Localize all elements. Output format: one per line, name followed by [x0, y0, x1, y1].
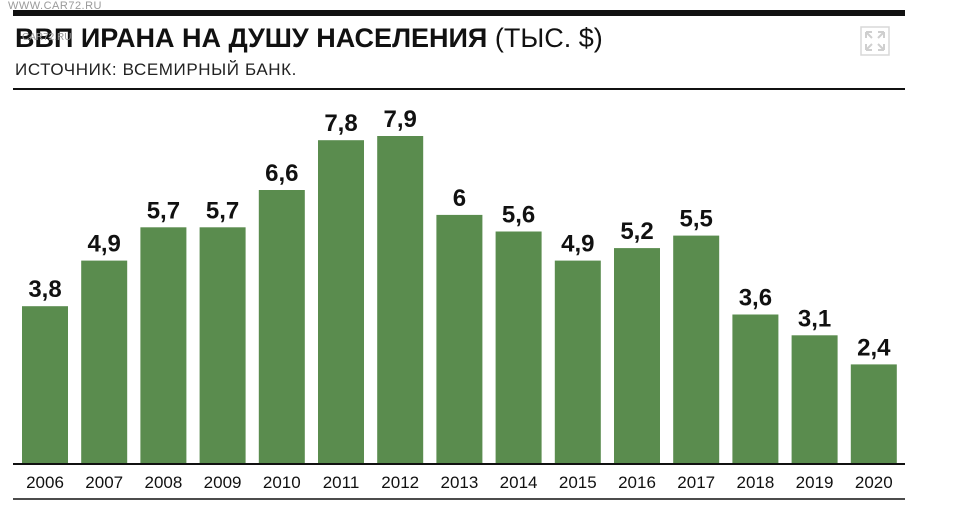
bar-2013 — [436, 214, 483, 464]
bar-2009 — [199, 227, 246, 464]
value-label-2014: 5,6 — [502, 202, 535, 229]
value-label-2015: 4,9 — [561, 231, 594, 258]
header-rule — [13, 88, 905, 90]
bar-2012 — [377, 136, 424, 464]
expand-arrows-icon[interactable] — [860, 26, 890, 56]
value-label-2007: 4,9 — [88, 231, 121, 258]
watermark-text: WWW.CAR72.RU — [8, 0, 102, 12]
x-tick-label-2019: 2019 — [796, 473, 834, 492]
chart-source: ИСТОЧНИК: ВСЕМИРНЫЙ БАНК. — [15, 60, 297, 79]
x-tick-label-2009: 2009 — [204, 473, 242, 492]
bar-2010 — [258, 190, 305, 464]
value-label-2008: 5,7 — [147, 197, 180, 224]
x-tick-label-2010: 2010 — [263, 473, 301, 492]
value-label-2012: 7,9 — [384, 106, 417, 133]
bar-2019 — [791, 335, 838, 464]
x-tick-label-2017: 2017 — [677, 473, 715, 492]
x-tick-label-2011: 2011 — [323, 473, 360, 492]
x-tick-label-2007: 2007 — [85, 473, 123, 492]
value-label-2009: 5,7 — [206, 197, 239, 224]
watermark-overlay-text: CAR72.RU — [22, 32, 72, 43]
bar-2007 — [81, 260, 128, 464]
x-tick-label-2020: 2020 — [855, 473, 893, 492]
chart-title-main: ВВП ИРАНА НА ДУШУ НАСЕЛЕНИЯ — [15, 23, 488, 53]
value-label-2017: 5,5 — [680, 206, 713, 233]
value-label-2011: 7,8 — [324, 110, 357, 137]
x-tick-label-2008: 2008 — [144, 473, 182, 492]
value-label-2019: 3,1 — [798, 305, 831, 332]
bars-group: 3,8 2006 4,9 2007 5,7 2008 5,7 2009 6,6 2010 7,8 20… — [22, 106, 897, 492]
x-tick-label-2006: 2006 — [26, 473, 64, 492]
top-rule — [13, 10, 905, 16]
value-label-2018: 3,6 — [739, 285, 772, 312]
x-tick-label-2016: 2016 — [618, 473, 656, 492]
bar-2018 — [732, 314, 779, 464]
bar-2017 — [673, 235, 720, 464]
bar-2006 — [22, 306, 68, 464]
chart-title-unit: (ТЫС. $) — [494, 23, 603, 53]
bar-2016 — [614, 248, 660, 464]
value-label-2016: 5,2 — [620, 218, 653, 245]
x-tick-label-2012: 2012 — [381, 473, 419, 492]
bar-2014 — [495, 231, 542, 464]
value-label-2013: 6 — [453, 185, 466, 212]
x-tick-label-2013: 2013 — [440, 473, 478, 492]
bar-2015 — [554, 260, 601, 464]
value-label-2020: 2,4 — [857, 334, 891, 361]
bar-2011 — [318, 140, 364, 464]
bar-2020 — [850, 364, 897, 464]
value-label-2006: 3,8 — [28, 276, 61, 303]
x-tick-label-2015: 2015 — [559, 473, 597, 492]
value-label-2010: 6,6 — [265, 160, 298, 187]
bar-2008 — [140, 227, 187, 464]
x-tick-label-2014: 2014 — [500, 473, 538, 492]
chart-title: ВВП ИРАНА НА ДУШУ НАСЕЛЕНИЯ (ТЫС. $) — [15, 22, 603, 54]
x-tick-label-2018: 2018 — [736, 473, 774, 492]
